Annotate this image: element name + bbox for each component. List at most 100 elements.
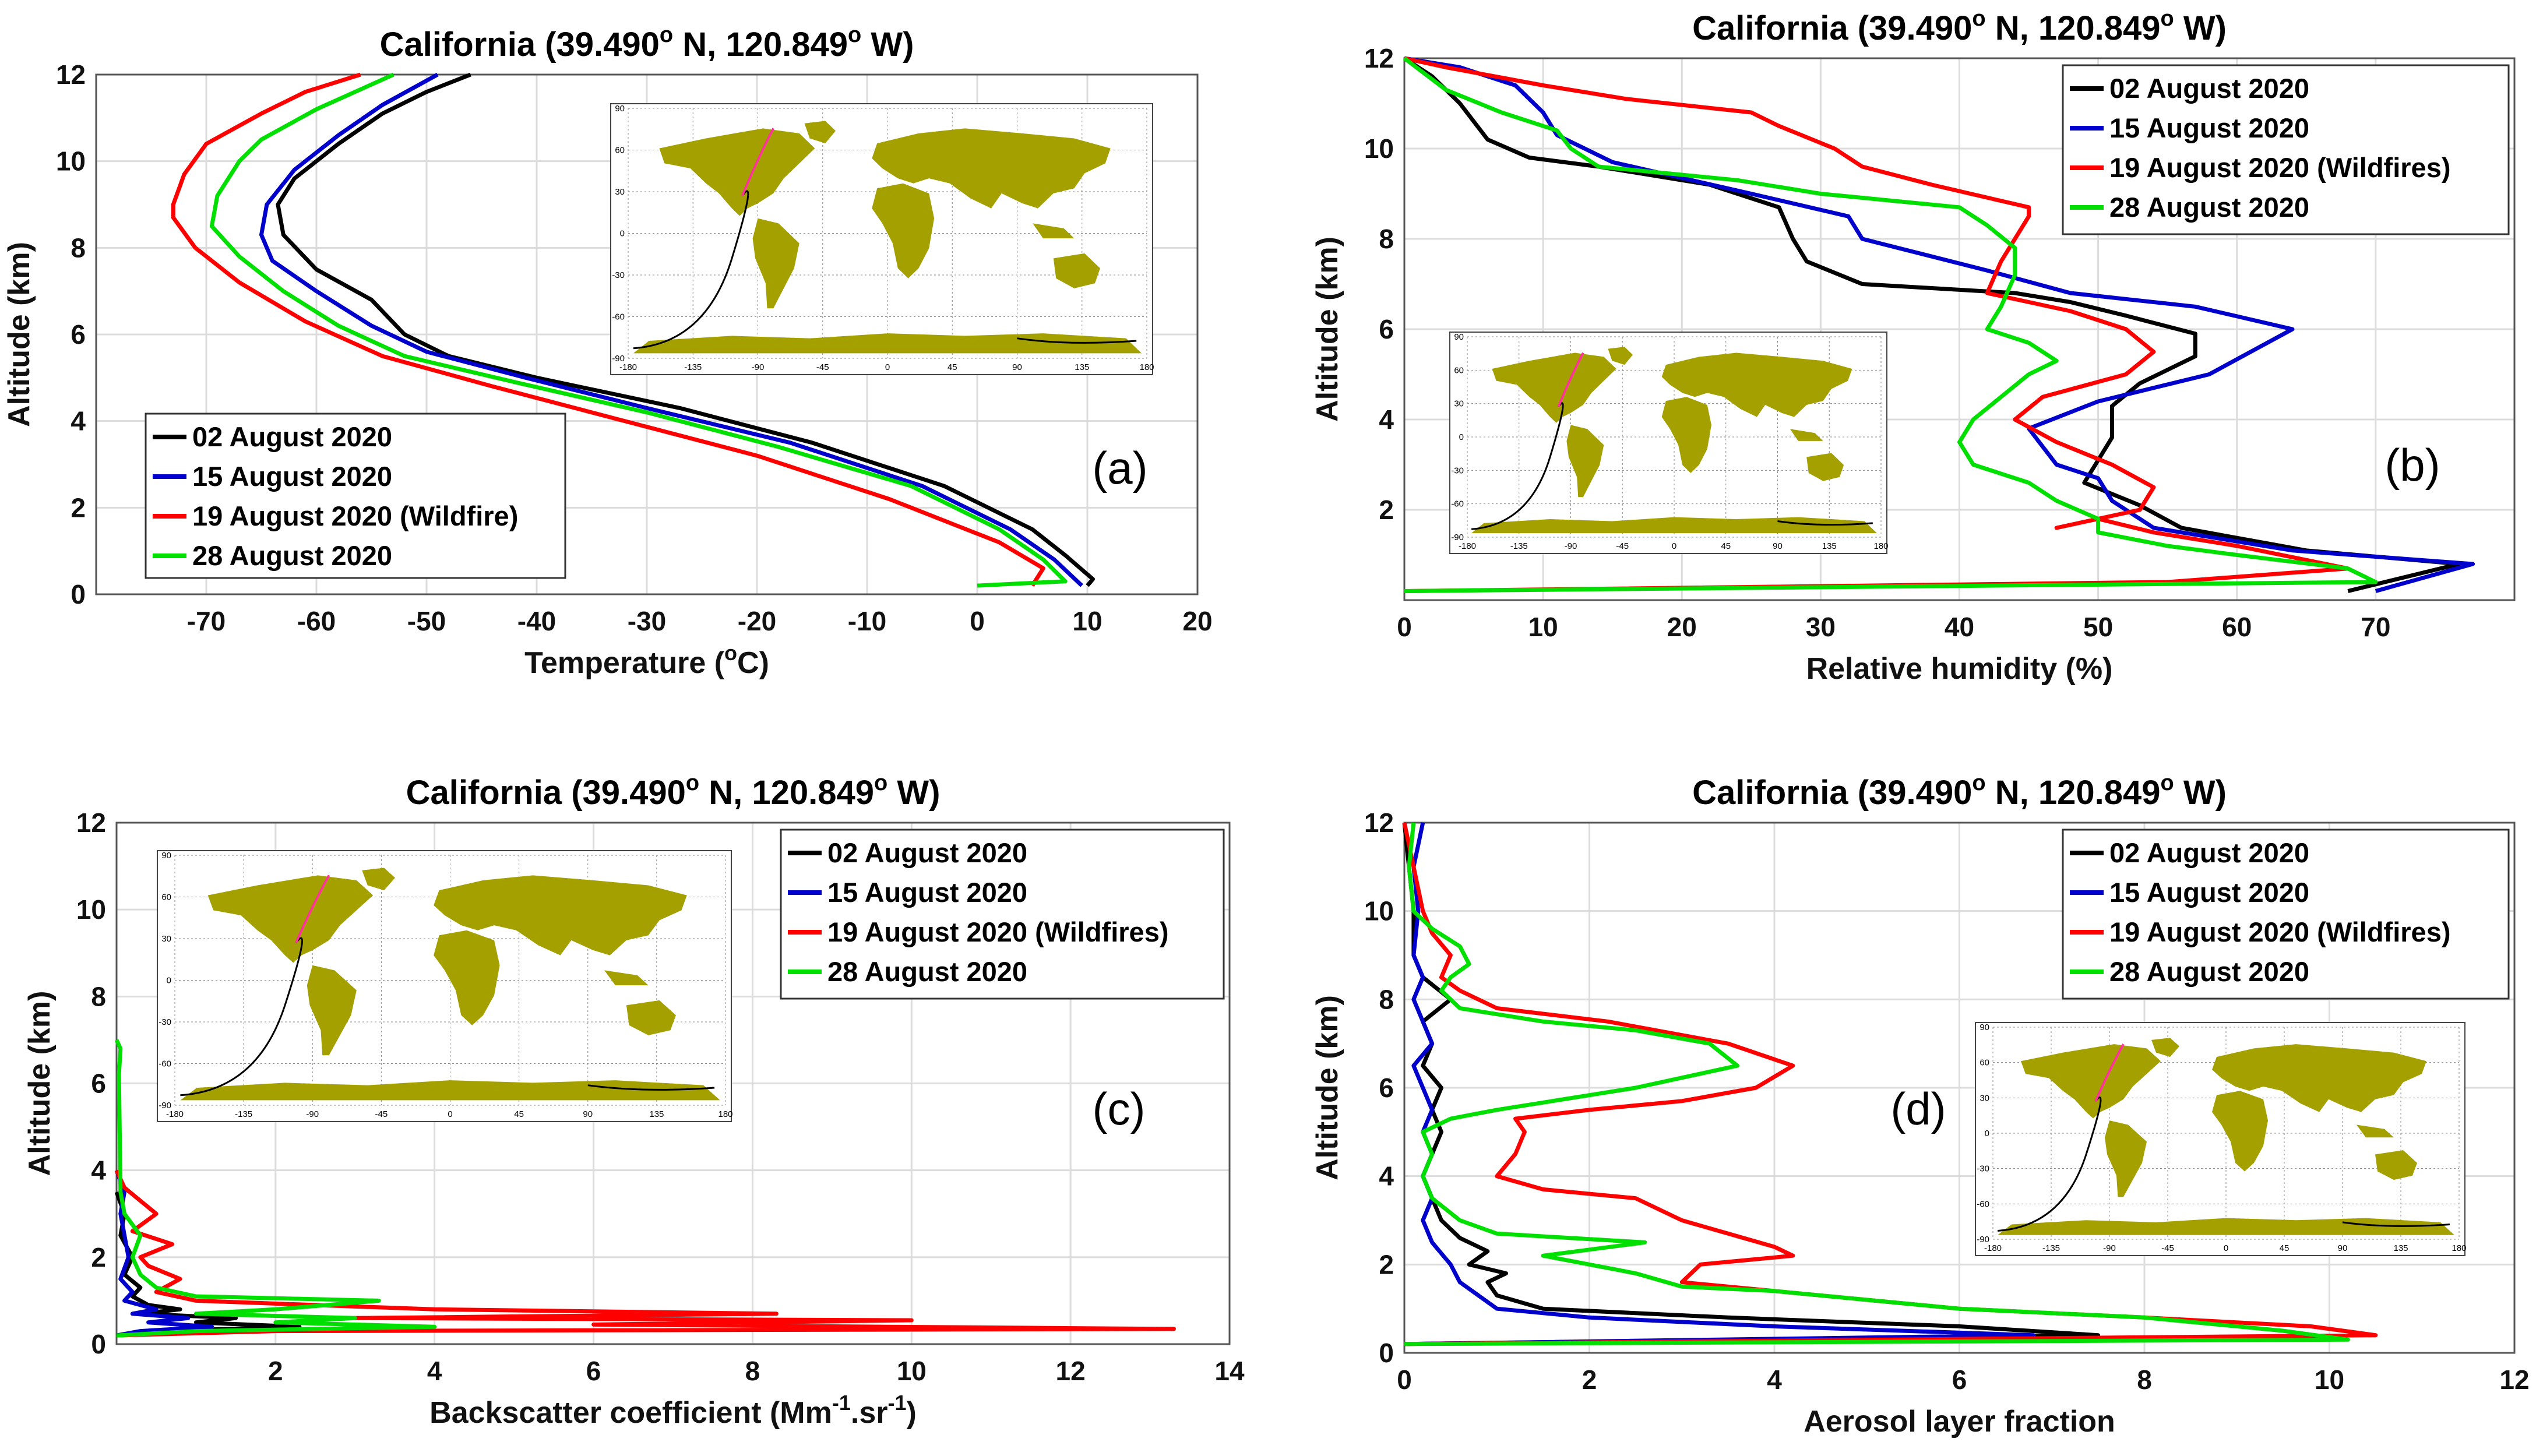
- y-tick-label: 2: [71, 492, 86, 523]
- legend-box: [145, 413, 566, 579]
- inset-y-tick: -90: [158, 1101, 171, 1110]
- title-sup: o: [2161, 6, 2174, 31]
- legend-entry: 15 August 2020: [2109, 112, 2309, 143]
- y-tick-label: 10: [76, 894, 106, 925]
- inset-x-tick: -90: [1565, 541, 1577, 551]
- inset-map: -180 -135 -90 -45 0 45 90 135 180 90 60 30 0 -30 -60 -9…: [610, 103, 1154, 375]
- y-tick-label: 8: [71, 232, 86, 263]
- satellite-track: [1017, 337, 1137, 344]
- y-axis-label: Altitude (km): [2, 242, 36, 427]
- inset-x-tick: 45: [1721, 541, 1731, 551]
- inset-x-tick: -180: [166, 1109, 184, 1119]
- inset-map: -180 -135 -90 -45 0 45 90 135 180 90 60 30 0 -30 -60 -9…: [1975, 1022, 2467, 1256]
- x-tick-label: 10: [1528, 612, 1558, 642]
- y-tick-label: 8: [1379, 984, 1394, 1014]
- inset-y-tick: 60: [1980, 1058, 1989, 1068]
- inset-y-tick: -90: [1977, 1235, 1989, 1245]
- inset-x-tick: 135: [649, 1109, 664, 1119]
- y-axis-label: Altitude (km): [1311, 995, 1344, 1180]
- series-group: [1402, 822, 2378, 1346]
- x-tick-label: 4: [1767, 1365, 1782, 1395]
- inset-x-tick: -90: [306, 1109, 319, 1119]
- legend-entry: 28 August 2020: [827, 956, 1027, 987]
- inset-x-tick: 45: [948, 362, 957, 372]
- inset-x-tick: 0: [885, 362, 890, 372]
- chart-title: California (39.490o N, 120.849o W): [1692, 6, 2227, 47]
- x-axis-label: Temperature (oC): [524, 641, 769, 680]
- x-tick-label: -70: [187, 606, 226, 636]
- inset-y-tick: -60: [612, 312, 625, 322]
- y-tick-label: 12: [76, 808, 106, 838]
- inset-y-tick: -30: [1451, 466, 1464, 475]
- y-tick-label: 0: [71, 579, 86, 609]
- inset-y-tick: 0: [1459, 432, 1464, 442]
- x-label-part: Aerosol layer fraction: [1804, 1405, 2115, 1439]
- inset-x-tick: 180: [2452, 1243, 2466, 1253]
- title-part: W): [2174, 9, 2227, 47]
- inset-x-tick: -45: [1616, 541, 1629, 551]
- title-part: California (39.490: [1692, 774, 1972, 812]
- inset-x-tick: 45: [2280, 1243, 2290, 1253]
- series-group: [171, 72, 1095, 588]
- inset-map: -180 -135 -90 -45 0 45 90 135 180 90 60 30 0 -30 -60 -9…: [1449, 332, 1889, 554]
- inset-x-tick: -180: [1459, 541, 1476, 551]
- x-tick-label: 0: [970, 606, 985, 636]
- y-tick-label: 2: [1379, 1249, 1394, 1279]
- x-tick-label: 14: [1214, 1356, 1245, 1386]
- inset-x-tick: 180: [1873, 541, 1888, 551]
- x-tick-label: -30: [628, 606, 666, 636]
- satellite-track: [180, 937, 303, 1097]
- x-tick-label: 12: [2499, 1365, 2529, 1395]
- inset-y-tick: 30: [161, 934, 171, 944]
- inset-y-tick: 60: [615, 146, 625, 156]
- x-tick-label: 12: [1056, 1356, 1086, 1386]
- x-tick-label: 70: [2361, 612, 2390, 642]
- series-line: [114, 1039, 437, 1338]
- x-tick-label: 10: [1072, 606, 1102, 636]
- x-tick-label: -40: [517, 606, 556, 636]
- x-label-sup: o: [724, 641, 737, 665]
- x-tick-label: -60: [297, 606, 336, 636]
- satellite-track-highlight: [741, 128, 774, 196]
- y-tick-label: 4: [91, 1155, 106, 1186]
- inset-x-tick: 90: [2338, 1243, 2348, 1253]
- satellite-track-highlight: [1557, 352, 1584, 408]
- x-tick-label: 10: [2315, 1365, 2344, 1395]
- panel-a: -70 -60 -50 -40 -30 -20 -10 0 10 20 0 2 4 6 8 10 12 Calif…: [2, 23, 1213, 680]
- legend-entry: 15 August 2020: [827, 877, 1027, 908]
- inset-x-tick: 90: [583, 1109, 593, 1119]
- inset-x-tick: -135: [684, 362, 702, 372]
- inset-y-tick: 90: [1454, 332, 1464, 342]
- plot-frame: [115, 822, 1231, 1345]
- plot-frame: [1403, 822, 2516, 1354]
- y-tick-label: 0: [1379, 1338, 1394, 1368]
- inset-y-tick: -60: [1451, 499, 1464, 509]
- x-label-part: .sr: [851, 1396, 888, 1430]
- title-sup: o: [848, 23, 861, 47]
- inset-x-tick: -135: [2042, 1243, 2060, 1253]
- x-tick-label: 2: [268, 1356, 283, 1386]
- legend-box: [780, 829, 1225, 1000]
- satellite-track-highlight: [295, 875, 330, 944]
- y-axis-label: Altitude (km): [1311, 237, 1344, 422]
- legend-entry: 15 August 2020: [192, 461, 392, 492]
- satellite-track: [633, 190, 749, 350]
- inset-x-tick: -135: [235, 1109, 252, 1119]
- inset-x-tick: -180: [619, 362, 637, 372]
- inset-map: -180 -135 -90 -45 0 45 90 135 180 90 60 30 0 -30 -60 -9…: [157, 850, 733, 1122]
- series-line: [171, 72, 1045, 587]
- x-tick-label: 8: [745, 1356, 760, 1386]
- series-group: [114, 1039, 1176, 1338]
- x-tick-label: 30: [1806, 612, 1836, 642]
- y-tick-label: 10: [1364, 133, 1394, 164]
- x-tick-label: 0: [1397, 1365, 1412, 1395]
- inset-y-tick: -60: [1977, 1199, 1989, 1209]
- x-tick-label: 20: [1182, 606, 1212, 636]
- inset-y-tick: 0: [167, 976, 171, 986]
- title-part: N, 120.849: [699, 774, 874, 812]
- inset-y-tick: -30: [1977, 1164, 1989, 1174]
- panel-label: (d): [1890, 1083, 1946, 1134]
- series-line: [209, 72, 1068, 588]
- inset-y-tick: 30: [615, 187, 625, 197]
